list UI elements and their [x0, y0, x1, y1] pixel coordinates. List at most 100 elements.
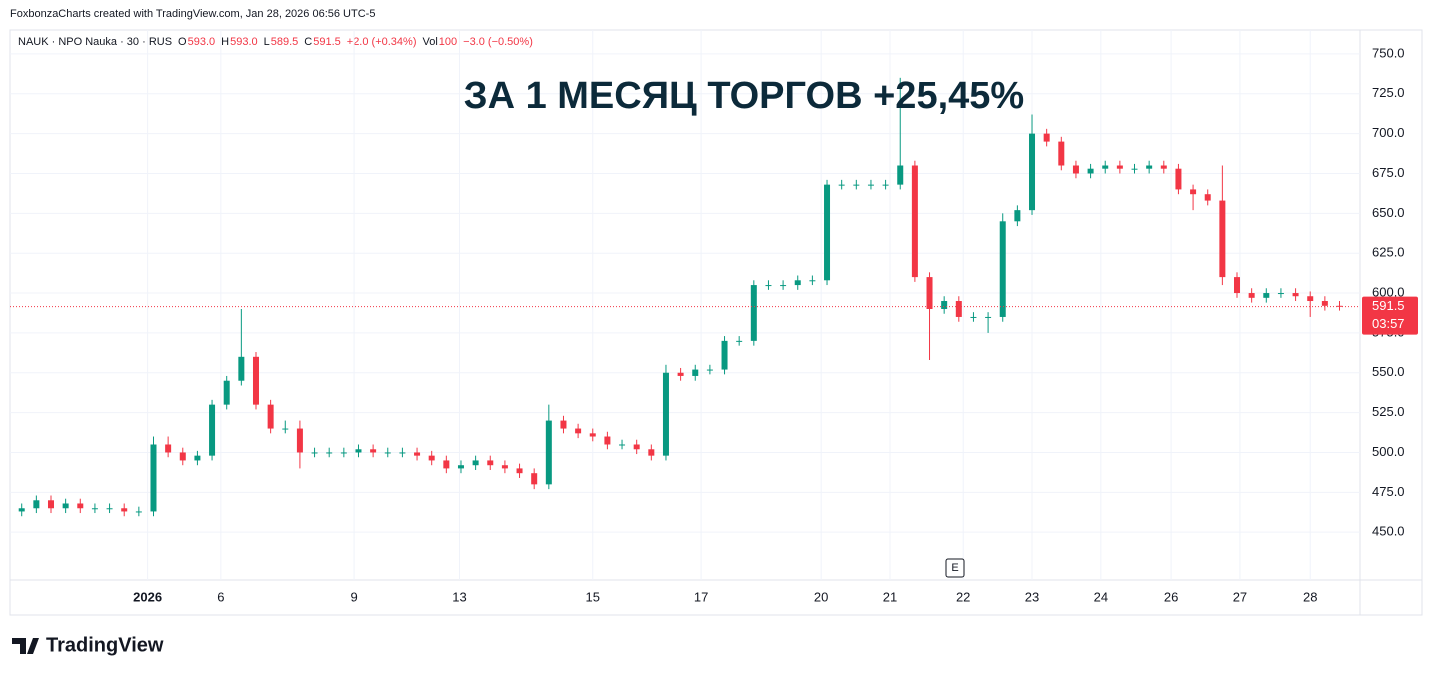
candle-body — [589, 433, 596, 437]
candle-body — [106, 508, 113, 510]
candle-body — [223, 380, 230, 405]
legend-symbol: NAUK · NPO Nauka · 30 · RUS — [18, 36, 172, 48]
candle-body — [121, 508, 128, 512]
candle-body — [252, 356, 259, 405]
candle-body — [1263, 293, 1270, 298]
candle-body — [794, 280, 801, 286]
x-tick-label: 23 — [1025, 589, 1039, 604]
candle-body — [531, 473, 538, 485]
candle-body — [370, 449, 377, 453]
candle-body — [706, 369, 713, 371]
candle-body — [501, 465, 508, 469]
candle-body — [648, 449, 655, 456]
y-tick-label: 550.0 — [1372, 364, 1405, 379]
candle-body — [1102, 165, 1109, 169]
candle-body — [897, 165, 904, 185]
x-tick-label: 26 — [1164, 589, 1178, 604]
overlay-title: ЗА 1 МЕСЯЦ ТОРГОВ +25,45% — [464, 75, 1024, 117]
candle-body — [194, 455, 201, 461]
x-tick-label: 6 — [217, 589, 224, 604]
x-tick-label: 13 — [452, 589, 466, 604]
candle-body — [575, 428, 582, 434]
y-tick-label: 500.0 — [1372, 444, 1405, 459]
candle-body — [926, 277, 933, 309]
y-tick-label: 725.0 — [1372, 85, 1405, 100]
candle-body — [941, 301, 948, 309]
candle-body — [135, 511, 142, 513]
legend-o-label: O — [178, 36, 187, 48]
y-tick-label: 750.0 — [1372, 45, 1405, 60]
candle-body — [1190, 189, 1197, 195]
candle-body — [209, 404, 216, 456]
candle-body — [824, 184, 831, 281]
candle-body — [1131, 168, 1138, 170]
candle-body — [33, 500, 40, 509]
last-price-label: 591.5 — [1372, 298, 1405, 313]
candle-body — [970, 316, 977, 318]
candle-body — [487, 460, 494, 466]
candle-body — [1175, 168, 1182, 190]
candle-body — [62, 503, 69, 509]
y-tick-label: 700.0 — [1372, 125, 1405, 140]
candle-body — [780, 285, 787, 287]
candle-body — [1043, 133, 1050, 142]
event-box[interactable] — [945, 558, 965, 578]
legend-o: 593.0 — [188, 36, 216, 48]
candle-body — [1277, 293, 1284, 295]
candle-body — [838, 184, 845, 186]
candle-body — [428, 455, 435, 461]
candle-body — [267, 404, 274, 429]
candle-body — [736, 340, 743, 342]
candle-body — [457, 465, 464, 469]
plot — [10, 30, 1360, 580]
candle-body — [619, 444, 626, 446]
logo: TradingView — [12, 634, 164, 656]
candle-body — [765, 285, 772, 287]
candle-body — [91, 508, 98, 510]
candle-body — [282, 428, 289, 430]
y-tick-label: 600.0 — [1372, 284, 1405, 299]
x-tick-label: 24 — [1094, 589, 1108, 604]
candle-body — [355, 449, 362, 453]
logo-icon — [12, 638, 39, 654]
candle-body — [633, 444, 640, 450]
candle-body — [809, 280, 816, 282]
candle-body — [999, 221, 1006, 317]
candle-body — [1204, 194, 1211, 201]
candle-body — [560, 420, 567, 429]
candle-body — [1116, 165, 1123, 169]
legend-change: +2.0 (+0.34%) — [347, 36, 417, 48]
candle-body — [545, 420, 552, 485]
candle-body — [472, 460, 479, 466]
credit: FoxbonzaCharts created with TradingView.… — [10, 8, 375, 20]
candle-body — [604, 436, 611, 445]
candle-body — [867, 184, 874, 186]
x-tick-label: 27 — [1233, 589, 1247, 604]
candle-body — [47, 500, 54, 509]
candle-body — [662, 372, 669, 456]
last-price-box — [1362, 296, 1418, 335]
candle-body — [1146, 165, 1153, 169]
candle-body — [1292, 293, 1299, 297]
candle-body — [179, 452, 186, 461]
candle-body — [326, 452, 333, 454]
legend-l: 589.5 — [271, 36, 299, 48]
event-marker[interactable]: E — [951, 562, 958, 574]
y-tick-label: 675.0 — [1372, 165, 1405, 180]
candle-body — [77, 503, 84, 509]
x-tick-label: 22 — [956, 589, 970, 604]
candle-body — [955, 301, 962, 317]
legend-vol-label: Vol — [422, 36, 437, 48]
y-tick-label: 650.0 — [1372, 205, 1405, 220]
candle-body — [692, 369, 699, 376]
x-tick-label: 21 — [883, 589, 897, 604]
candle-body — [1219, 200, 1226, 278]
candle-body — [296, 428, 303, 453]
y-tick-label: 625.0 — [1372, 245, 1405, 260]
candle-body — [1014, 210, 1021, 222]
legend-vol: 100 — [439, 36, 457, 48]
candle-body — [677, 372, 684, 376]
candle-body — [1248, 293, 1255, 298]
